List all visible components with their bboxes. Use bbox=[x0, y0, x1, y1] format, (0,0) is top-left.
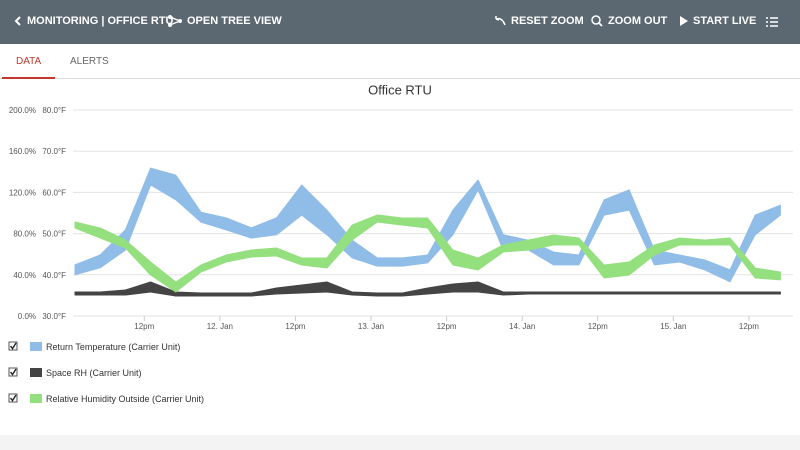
legend-label: Return Temperature (Carrier Unit) bbox=[46, 342, 180, 352]
legend-swatch bbox=[30, 342, 42, 351]
checkbox-box bbox=[8, 367, 18, 377]
y2-tick-label: 30.0°F bbox=[42, 312, 66, 321]
y2-tick-label: 70.0°F bbox=[42, 147, 66, 156]
x-tick-label: 13. Jan bbox=[358, 322, 384, 331]
checkbox-tick bbox=[9, 368, 17, 376]
legend-checkbox[interactable] bbox=[8, 393, 18, 403]
x-tick-label: 12pm bbox=[134, 322, 154, 331]
footer-strip bbox=[0, 435, 800, 450]
x-tick-label: 15. Jan bbox=[660, 322, 686, 331]
zoom-icon bbox=[591, 15, 603, 27]
y2-tick-label: 60.0°F bbox=[42, 188, 66, 197]
legend-checkbox[interactable] bbox=[8, 367, 18, 377]
y-tick-label: 120.0% bbox=[9, 188, 36, 197]
tree-view-button[interactable]: OPEN TREE VIEW bbox=[168, 15, 282, 27]
legend-checkbox[interactable] bbox=[8, 341, 18, 351]
legend-swatch bbox=[30, 394, 42, 403]
y-tick-label: 200.0% bbox=[9, 106, 36, 115]
chart: Office RTU 0.0% 40.0% 80.0% 120.0% 160.0% 200… bbox=[8, 82, 793, 404]
tree-icon bbox=[168, 15, 182, 27]
x-tick-label: 12pm bbox=[285, 322, 305, 331]
y-tick-label: 160.0% bbox=[9, 147, 36, 156]
tab[interactable]: DATA bbox=[1, 56, 56, 79]
legend-label: Relative Humidity Outside (Carrier Unit) bbox=[46, 394, 204, 404]
tree-view-label: OPEN TREE VIEW bbox=[187, 15, 282, 27]
page-title: MONITORING | OFFICE RTU bbox=[27, 15, 174, 27]
start-live-button[interactable]: START LIVE bbox=[680, 15, 756, 27]
start-live-label: START LIVE bbox=[693, 15, 757, 27]
checkbox-box bbox=[8, 393, 18, 403]
range-area bbox=[74, 167, 781, 283]
zoom-out-label: ZOOM OUT bbox=[608, 15, 668, 27]
x-tick-label: 12pm bbox=[588, 322, 608, 331]
reset-zoom-button[interactable]: RESET ZOOM bbox=[494, 15, 584, 27]
checkbox-tick bbox=[9, 394, 17, 402]
reset-icon bbox=[495, 16, 506, 26]
y2-tick-label: 80.0°F bbox=[42, 106, 66, 115]
y2-tick-label: 50.0°F bbox=[42, 230, 66, 239]
header-bar: MONITORING | OFFICE RTU OPEN TREE VIEW R… bbox=[0, 0, 800, 44]
menu-icon[interactable] bbox=[766, 17, 778, 27]
chart-title: Office RTU bbox=[368, 82, 432, 97]
y-tick-label: 0.0% bbox=[18, 312, 36, 321]
checkbox-tick bbox=[9, 342, 17, 350]
zoom-out-button[interactable]: ZOOM OUT bbox=[591, 15, 667, 27]
tab[interactable]: ALERTS bbox=[70, 56, 109, 67]
y2-tick-label: 40.0°F bbox=[42, 271, 66, 280]
x-tick-label: 12. Jan bbox=[207, 322, 233, 331]
back-icon bbox=[14, 16, 21, 26]
legend-label: Space RH (Carrier Unit) bbox=[46, 368, 142, 378]
y-tick-label: 40.0% bbox=[13, 271, 36, 280]
back-title[interactable]: MONITORING | OFFICE RTU bbox=[14, 15, 173, 27]
reset-zoom-label: RESET ZOOM bbox=[511, 15, 584, 27]
x-tick-label: 14. Jan bbox=[509, 322, 535, 331]
x-tick-label: 12pm bbox=[739, 322, 759, 331]
range-area bbox=[74, 281, 781, 297]
tab-bar: DATA ALERTS bbox=[0, 44, 800, 79]
range-area bbox=[74, 214, 781, 293]
x-tick-label: 12pm bbox=[437, 322, 457, 331]
y-tick-label: 80.0% bbox=[13, 230, 36, 239]
play-icon bbox=[680, 16, 688, 26]
checkbox-box bbox=[8, 341, 18, 351]
legend-swatch bbox=[30, 368, 42, 377]
